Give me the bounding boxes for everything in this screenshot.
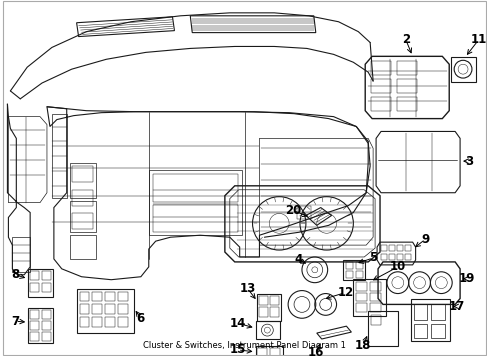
Text: 9: 9 [421,233,430,246]
Bar [368,311,398,346]
Bar [93,292,102,301]
Bar [105,305,115,314]
Bar [42,271,51,280]
Bar [93,317,102,327]
Bar [411,300,450,341]
Bar [371,315,381,325]
Bar [42,310,51,319]
Bar [255,346,283,360]
Text: 4: 4 [295,253,303,266]
Bar [105,317,115,327]
Bar [260,307,269,317]
Text: 12: 12 [337,286,354,299]
Bar [118,317,128,327]
Bar [397,245,403,251]
Bar [270,348,280,357]
Bar [118,305,128,314]
Bar [257,348,268,357]
Bar [28,309,53,343]
Bar [270,307,279,317]
Bar [405,254,411,260]
Bar [397,61,416,75]
Bar [72,166,94,182]
Bar [371,61,391,75]
Text: 5: 5 [369,252,377,265]
Text: 15: 15 [229,343,246,356]
Bar [72,190,94,206]
Bar [397,97,416,111]
Bar [371,97,391,111]
Bar [30,332,39,341]
Text: 20: 20 [285,204,301,217]
Bar [30,310,39,319]
Text: 19: 19 [459,272,475,285]
Text: 11: 11 [471,33,487,46]
Bar [72,213,94,229]
Bar [260,296,269,305]
Bar [42,332,51,341]
Bar [431,324,445,338]
Bar [371,79,391,93]
Bar [93,305,102,314]
Bar [28,269,53,297]
Bar [389,245,395,251]
Bar [79,292,90,301]
Bar [405,245,411,251]
Bar [257,293,281,321]
Bar [389,254,395,260]
Text: 2: 2 [402,33,410,46]
Text: 7: 7 [11,315,20,328]
Bar [118,292,128,301]
Text: 3: 3 [465,154,473,168]
Bar [79,305,90,314]
Bar [257,359,268,360]
Bar [356,282,367,291]
Text: 13: 13 [240,282,256,295]
Bar [370,282,381,291]
Bar [42,321,51,330]
Bar [343,260,365,280]
Bar [356,303,367,312]
Bar [76,289,134,333]
Text: 16: 16 [308,346,324,359]
Text: 6: 6 [137,312,145,325]
Bar [356,271,363,278]
Bar [397,254,403,260]
Bar [42,283,51,292]
Bar [451,57,476,82]
Text: 14: 14 [229,317,246,330]
Bar [30,283,39,292]
Text: 18: 18 [355,339,371,352]
Bar [414,305,427,320]
Bar [431,305,445,320]
Bar [346,271,353,278]
Bar [353,279,386,316]
Bar [397,79,416,93]
Bar [356,262,363,269]
Text: 8: 8 [11,268,20,281]
Bar [381,245,387,251]
Bar [346,262,353,269]
Bar [270,296,279,305]
Bar [370,293,381,301]
Text: Cluster & Switches, Instrument Panel Diagram 1: Cluster & Switches, Instrument Panel Dia… [143,341,346,350]
Bar [414,324,427,338]
Bar [381,254,387,260]
Bar [30,321,39,330]
Bar [297,206,311,219]
Bar [370,303,381,312]
Text: 10: 10 [390,260,406,273]
Bar [356,293,367,301]
Bar [270,359,280,360]
Bar [105,292,115,301]
Bar [79,317,90,327]
Text: 17: 17 [449,300,465,313]
Bar [30,271,39,280]
Bar [255,321,280,339]
